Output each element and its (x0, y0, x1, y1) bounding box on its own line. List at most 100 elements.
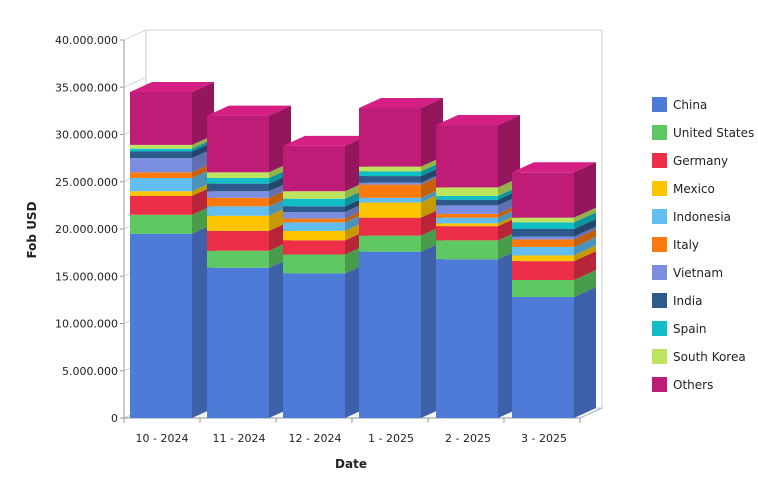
bar-south-korea-front (436, 187, 498, 196)
legend-label-italy: Italy (673, 238, 699, 252)
bar-others-top (283, 135, 367, 146)
bar-others-top (512, 162, 596, 173)
y-tick-label: 20.000.000 (55, 223, 118, 236)
bar-spain-front (283, 198, 345, 207)
bar-germany-front (512, 261, 574, 281)
bar-indonesia-side (574, 236, 596, 256)
bar-others-top (130, 81, 214, 92)
bar-south-korea-front (512, 217, 574, 223)
bar-germany-front (436, 226, 498, 241)
bar-italy-front (207, 197, 269, 207)
x-tick-label: 3 - 2025 (521, 432, 567, 445)
bar-south-korea-front (130, 144, 192, 149)
legend-swatch-spain (652, 321, 667, 336)
y-tick-label: 30.000.000 (55, 129, 118, 142)
bar-china-front (512, 297, 574, 418)
legend-swatch-others (652, 377, 667, 392)
bar-spain-front (512, 222, 574, 229)
legend-swatch-italy (652, 237, 667, 252)
bar-others-top (207, 105, 291, 116)
bar-south-korea-front (207, 172, 269, 178)
bar-germany-front (283, 240, 345, 255)
bar-spain-front (207, 177, 269, 184)
bar-mexico-front (207, 215, 269, 231)
bar-germany-side (574, 251, 596, 281)
bar-others-front (207, 115, 269, 173)
legend-label-spain: Spain (673, 322, 707, 336)
legend-label-germany: Germany (673, 154, 728, 168)
bar-spain-front (130, 148, 192, 152)
y-tick-label: 10.000.000 (55, 318, 118, 331)
x-axis-title: Date (335, 457, 367, 471)
bar-italy-front (359, 184, 421, 198)
x-tick-label: 10 - 2024 (136, 432, 189, 445)
legend-label-united-states: United States (673, 126, 754, 140)
bar-italy-front (512, 239, 574, 247)
bar-spain-side (574, 212, 596, 229)
bar-indonesia-front (359, 197, 421, 203)
bar-vietnam-front (130, 158, 192, 173)
bar-vietnam-front (359, 182, 421, 185)
bar-china-front (283, 273, 345, 418)
legend-swatch-united-states (652, 125, 667, 140)
bar-others-side (498, 115, 520, 188)
bar-china-side (574, 287, 596, 418)
bar-south-korea-side (574, 207, 596, 223)
legend-swatch-germany (652, 153, 667, 168)
legend-swatch-vietnam (652, 265, 667, 280)
bar-vietnam-side (574, 226, 596, 240)
bar-india-front (359, 176, 421, 183)
bar-vietnam-front (207, 191, 269, 198)
legend-label-vietnam: Vietnam (673, 266, 723, 280)
bar-mexico-front (512, 255, 574, 262)
bar-indonesia-front (436, 217, 498, 224)
legend-label-indonesia: Indonesia (673, 210, 731, 224)
bar-indonesia-front (283, 222, 345, 231)
bar-india-front (436, 199, 498, 206)
y-tick-depth-line (123, 29, 147, 41)
bar-italy-front (130, 172, 192, 178)
bar-united-states-front (359, 235, 421, 252)
y-tick-label: 40.000.000 (55, 34, 118, 47)
bar-india-side (574, 219, 596, 237)
bar-united-states-front (207, 250, 269, 268)
legend-label-india: India (673, 294, 702, 308)
bar-mexico-front (359, 202, 421, 218)
bar-others-top (436, 115, 520, 126)
bar-germany-front (359, 217, 421, 236)
y-tick-label: 0 (111, 412, 118, 425)
y-tick-label: 15.000.000 (55, 270, 118, 283)
legend-swatch-india (652, 293, 667, 308)
bar-united-states-front (512, 280, 574, 298)
bar-indonesia-front (130, 177, 192, 192)
bar-italy-side (574, 229, 596, 247)
legend-swatch-south-korea (652, 349, 667, 364)
bar-italy-front (283, 218, 345, 223)
legend-label-mexico: Mexico (673, 182, 715, 196)
legend-label-south-korea: South Korea (673, 350, 746, 364)
bar-india-front (283, 206, 345, 212)
bar-south-korea-front (283, 191, 345, 199)
bar-china-front (359, 251, 421, 418)
y-axis-title: Fob USD (25, 201, 39, 258)
x-tick-label: 12 - 2024 (289, 432, 342, 445)
y-tick-depth-line (123, 76, 147, 88)
bar-united-states-front (283, 254, 345, 274)
bar-united-states-side (574, 270, 596, 298)
bar-mexico-side (574, 245, 596, 262)
bar-germany-front (207, 230, 269, 251)
bar-china-front (436, 259, 498, 418)
bar-indonesia-front (512, 246, 574, 256)
bar-spain-front (359, 171, 421, 177)
bar-spain-front (436, 195, 498, 200)
legend-label-china: China (673, 98, 707, 112)
bar-others-front (130, 91, 192, 145)
y-tick-label: 5.000.000 (62, 365, 118, 378)
bar-united-states-front (130, 214, 192, 234)
x-tick-label: 11 - 2024 (213, 432, 266, 445)
bar-united-states-front (436, 240, 498, 260)
bar-india-front (207, 183, 269, 192)
bar-mexico-front (130, 191, 192, 196)
